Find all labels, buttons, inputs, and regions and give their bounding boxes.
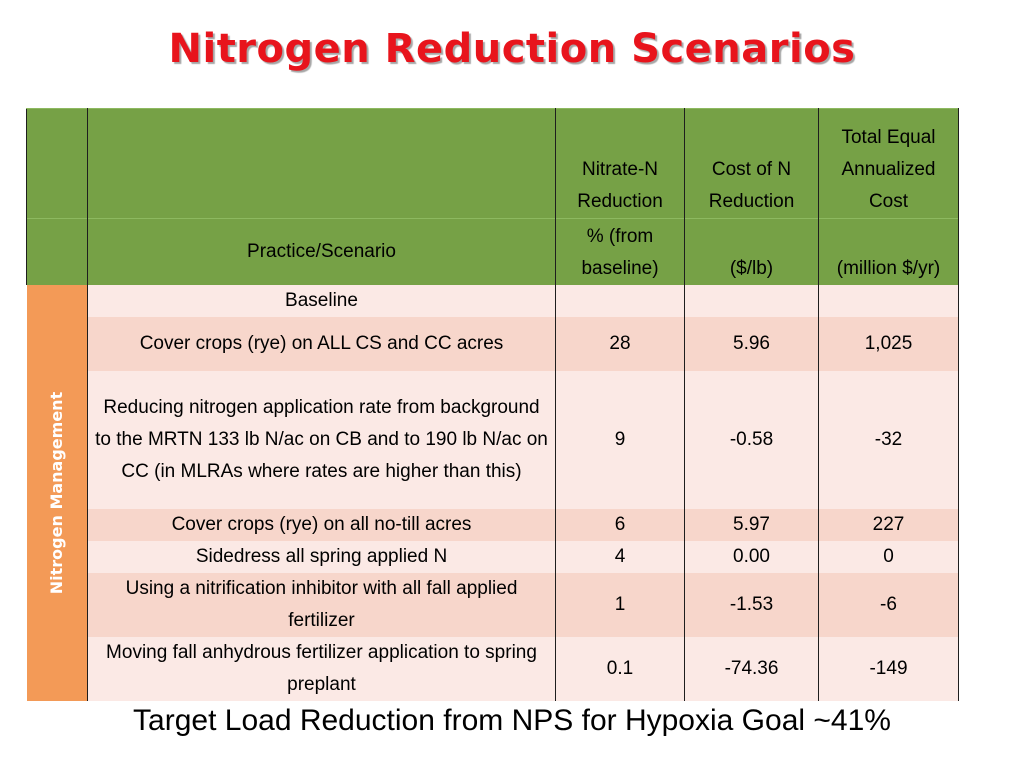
total-cost-cell: -32 bbox=[818, 370, 959, 509]
table-row: Reducing nitrogen application rate from … bbox=[27, 370, 959, 509]
header-corner-cell bbox=[26, 108, 88, 219]
header-row-1: Nitrate-N Reduction Cost of N Reduction … bbox=[26, 108, 959, 219]
header-total-line1: Total Equal bbox=[841, 127, 936, 148]
slide-title: Nitrogen Reduction Scenarios bbox=[168, 26, 856, 72]
header-cost-unit: ($/lb) bbox=[729, 257, 774, 279]
nitrate-cell: 9 bbox=[555, 370, 685, 509]
cost-cell: 5.96 bbox=[684, 316, 819, 371]
header-nitrate-cell: Nitrate-N Reduction bbox=[555, 108, 685, 219]
cost-cell: -0.58 bbox=[684, 370, 819, 509]
table-row: Sidedress all spring applied N 4 0.00 0 bbox=[27, 540, 959, 573]
nitrate-cell: 6 bbox=[555, 508, 685, 541]
table-row: Nitrogen Management Baseline bbox=[26, 284, 959, 701]
cost-cell: 0.00 bbox=[684, 540, 819, 573]
header-nitrate-unit-line1: % (from bbox=[586, 225, 654, 247]
cost-cell: -74.36 bbox=[684, 636, 819, 701]
practice-cell: Cover crops (rye) on all no-till acres bbox=[87, 508, 556, 541]
header-practice-cell: Practice/Scenario bbox=[87, 218, 556, 285]
practice-cell: Baseline bbox=[87, 284, 556, 317]
header-practice-top-cell bbox=[87, 108, 556, 219]
cost-cell: -1.53 bbox=[684, 572, 819, 637]
nitrate-cell: 0.1 bbox=[555, 636, 685, 701]
practice-cell: Cover crops (rye) on ALL CS and CC acres bbox=[87, 316, 556, 371]
header-nitrate-unit-line2: baseline) bbox=[581, 257, 659, 279]
header-cost-line1: Cost of N bbox=[711, 159, 792, 180]
header-total-line3: Cost bbox=[868, 191, 909, 212]
nitrate-cell: 1 bbox=[555, 572, 685, 637]
header-practice-label: Practice/Scenario bbox=[247, 240, 396, 262]
table-row: Cover crops (rye) on all no-till acres 6… bbox=[27, 508, 959, 541]
total-cost-cell: -149 bbox=[818, 636, 959, 701]
total-cost-cell: 227 bbox=[818, 508, 959, 541]
header-nitrate-line2: Reduction bbox=[577, 191, 663, 212]
header-total-unit: (million $/yr) bbox=[836, 257, 941, 279]
header-corner-cell-2 bbox=[26, 218, 88, 285]
target-load-footer: Target Load Reduction from NPS for Hypox… bbox=[133, 704, 891, 737]
header-cost-cell: Cost of N Reduction bbox=[684, 108, 819, 219]
total-cost-cell: 0 bbox=[818, 540, 959, 573]
total-cost-cell bbox=[818, 284, 959, 317]
practice-cell: Sidedress all spring applied N bbox=[87, 540, 556, 573]
practice-cell: Moving fall anhydrous fertilizer applica… bbox=[87, 636, 556, 701]
header-cost-unit-cell: ($/lb) bbox=[684, 218, 819, 285]
total-cost-cell: 1,025 bbox=[818, 316, 959, 371]
header-row-2: Practice/Scenario % (from baseline) ($/l… bbox=[26, 218, 959, 285]
nitrogen-management-sidebar: Nitrogen Management bbox=[26, 284, 88, 701]
total-cost-cell: -6 bbox=[818, 572, 959, 637]
table-row: Using a nitrification inhibitor with all… bbox=[27, 572, 959, 637]
practice-cell: Using a nitrification inhibitor with all… bbox=[87, 572, 556, 637]
nitrate-cell: 28 bbox=[555, 316, 685, 371]
cost-cell bbox=[684, 284, 819, 317]
sidebar-label: Nitrogen Management bbox=[46, 391, 66, 594]
header-total-line2: Annualized bbox=[841, 159, 936, 180]
header-nitrate-line1: Nitrate-N bbox=[581, 159, 658, 180]
table-row: Moving fall anhydrous fertilizer applica… bbox=[27, 636, 959, 701]
nitrate-cell: 4 bbox=[555, 540, 685, 573]
practice-cell: Reducing nitrogen application rate from … bbox=[87, 370, 556, 509]
nitrate-cell bbox=[555, 284, 685, 317]
scenarios-table: Nitrate-N Reduction Cost of N Reduction … bbox=[26, 108, 959, 701]
header-total-cell: Total Equal Annualized Cost bbox=[818, 108, 959, 219]
header-nitrate-unit-cell: % (from baseline) bbox=[555, 218, 685, 285]
header-total-unit-cell: (million $/yr) bbox=[818, 218, 959, 285]
cost-cell: 5.97 bbox=[684, 508, 819, 541]
header-cost-line2: Reduction bbox=[708, 191, 795, 212]
table-row: Cover crops (rye) on ALL CS and CC acres… bbox=[27, 316, 959, 371]
